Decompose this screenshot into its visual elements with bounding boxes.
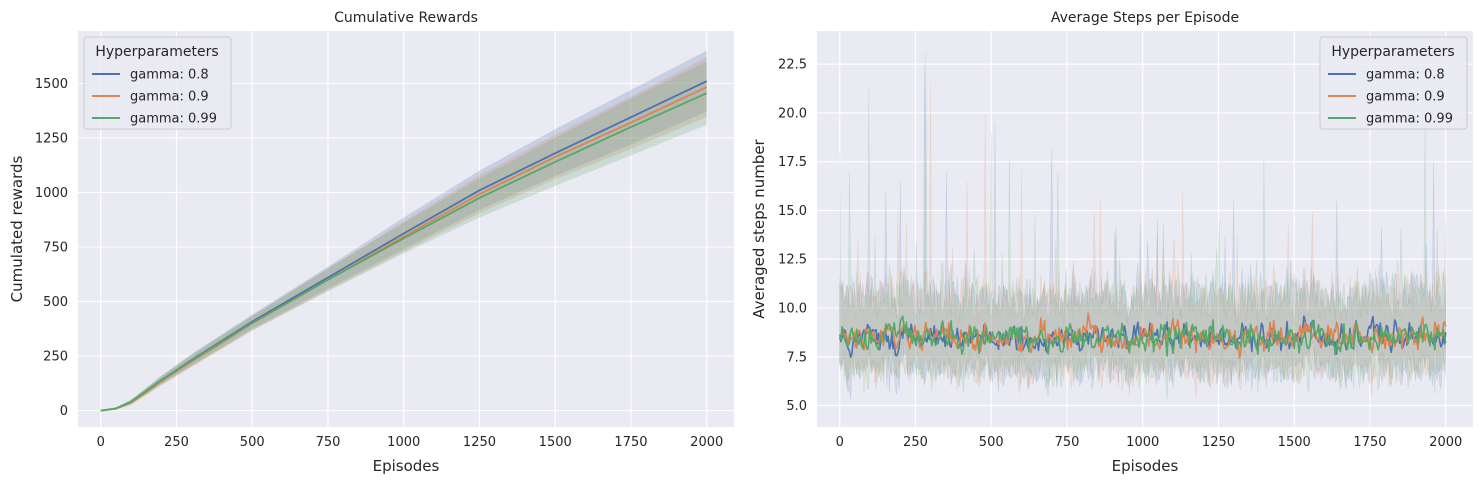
left-x-tick-label: 500 bbox=[240, 435, 265, 450]
left-legend: Hyperparameters gamma: 0.8 gamma: 0.9 gamm… bbox=[83, 36, 232, 130]
left-y-tick-label: 0 bbox=[60, 404, 68, 419]
right-x-tick-label: 1750 bbox=[1353, 435, 1386, 450]
left-x-tick-labels: 0 250 500 750 1000 1250 1500 1750 2000 bbox=[97, 435, 724, 450]
right-x-tick-label: 250 bbox=[903, 435, 928, 450]
right-x-tick-label: 750 bbox=[1055, 435, 1080, 450]
right-legend-box bbox=[1319, 36, 1468, 130]
left-y-tick-label: 750 bbox=[43, 241, 68, 256]
right-y-tick-label: 17.5 bbox=[778, 155, 807, 170]
left-y-tick-label: 1500 bbox=[35, 77, 68, 92]
left-legend-entry-1: gamma: 0.8 bbox=[130, 68, 209, 83]
left-y-tick-label: 1000 bbox=[35, 186, 68, 201]
right-gridlines bbox=[817, 31, 1473, 427]
left-y-axis-label: Cumulated rewards bbox=[8, 156, 26, 303]
right-series-line-3 bbox=[838, 315, 1447, 357]
right-legend-entry-2: gamma: 0.9 bbox=[1366, 90, 1445, 105]
right-y-tick-label: 20.0 bbox=[778, 106, 807, 121]
left-gridlines bbox=[78, 31, 734, 427]
left-y-tick-label: 500 bbox=[43, 295, 68, 310]
right-series-lines bbox=[838, 312, 1447, 360]
right-legend-title: Hyperparameters bbox=[1331, 44, 1454, 60]
left-y-tick-label: 1250 bbox=[35, 131, 68, 146]
right-x-tick-label: 500 bbox=[979, 435, 1004, 450]
right-legend: Hyperparameters gamma: 0.8 gamma: 0.9 gamm… bbox=[1319, 36, 1468, 130]
right-band-1 bbox=[839, 64, 1446, 400]
left-y-tick-label: 250 bbox=[43, 350, 68, 365]
left-x-tick-label: 1500 bbox=[539, 435, 572, 450]
left-x-tick-label: 1000 bbox=[387, 435, 420, 450]
right-y-tick-labels: 5.0 7.5 10.0 12.5 15.0 17.5 20.0 22.5 bbox=[778, 58, 807, 414]
right-x-tick-label: 0 bbox=[836, 435, 844, 450]
left-x-axis-label: Episodes bbox=[373, 457, 440, 475]
right-y-tick-label: 15.0 bbox=[778, 204, 807, 219]
right-x-axis-label: Episodes bbox=[1112, 457, 1179, 475]
left-legend-entry-2: gamma: 0.9 bbox=[130, 90, 209, 105]
right-x-tick-label: 1500 bbox=[1278, 435, 1311, 450]
left-series-lines bbox=[100, 80, 708, 412]
left-x-tick-label: 750 bbox=[316, 435, 341, 450]
left-y-tick-labels: 0 250 500 750 1000 1250 1500 bbox=[35, 77, 68, 419]
right-y-tick-label: 10.0 bbox=[778, 302, 807, 317]
right-legend-entry-1: gamma: 0.8 bbox=[1366, 68, 1445, 83]
right-x-tick-label: 1000 bbox=[1126, 435, 1159, 450]
right-band-3 bbox=[839, 52, 1446, 400]
left-legend-entry-3: gamma: 0.99 bbox=[130, 112, 217, 127]
left-legend-title: Hyperparameters bbox=[95, 44, 218, 60]
right-variability-bands bbox=[839, 52, 1446, 400]
left-series-line-3 bbox=[100, 92, 708, 412]
right-y-tick-label: 12.5 bbox=[778, 253, 807, 268]
right-legend-entry-3: gamma: 0.99 bbox=[1366, 112, 1453, 127]
left-x-tick-label: 250 bbox=[164, 435, 189, 450]
right-y-axis-label: Averaged steps number bbox=[750, 138, 768, 318]
right-y-tick-label: 7.5 bbox=[786, 350, 807, 365]
right-y-tick-label: 5.0 bbox=[786, 399, 807, 414]
left-chart-title: Cumulative Rewards bbox=[334, 10, 478, 26]
right-chart-title: Average Steps per Episode bbox=[1051, 10, 1239, 26]
right-x-tick-label: 1250 bbox=[1202, 435, 1235, 450]
right-y-tick-label: 22.5 bbox=[778, 58, 807, 73]
left-x-tick-label: 0 bbox=[97, 435, 105, 450]
left-legend-box bbox=[83, 36, 232, 130]
left-x-tick-label: 1750 bbox=[614, 435, 647, 450]
left-subplot: 0 250 500 750 1000 1250 1500 1750 2000 0 250 500 75… bbox=[8, 10, 734, 475]
left-x-tick-label: 2000 bbox=[690, 435, 723, 450]
right-subplot: 0 250 500 750 1000 1250 1500 1750 2000 5.0 7.5 10.… bbox=[750, 10, 1473, 475]
right-x-tick-labels: 0 250 500 750 1000 1250 1500 1750 2000 bbox=[836, 435, 1463, 450]
right-x-tick-label: 2000 bbox=[1429, 435, 1462, 450]
left-x-tick-label: 1250 bbox=[463, 435, 496, 450]
right-band-2 bbox=[839, 83, 1446, 398]
